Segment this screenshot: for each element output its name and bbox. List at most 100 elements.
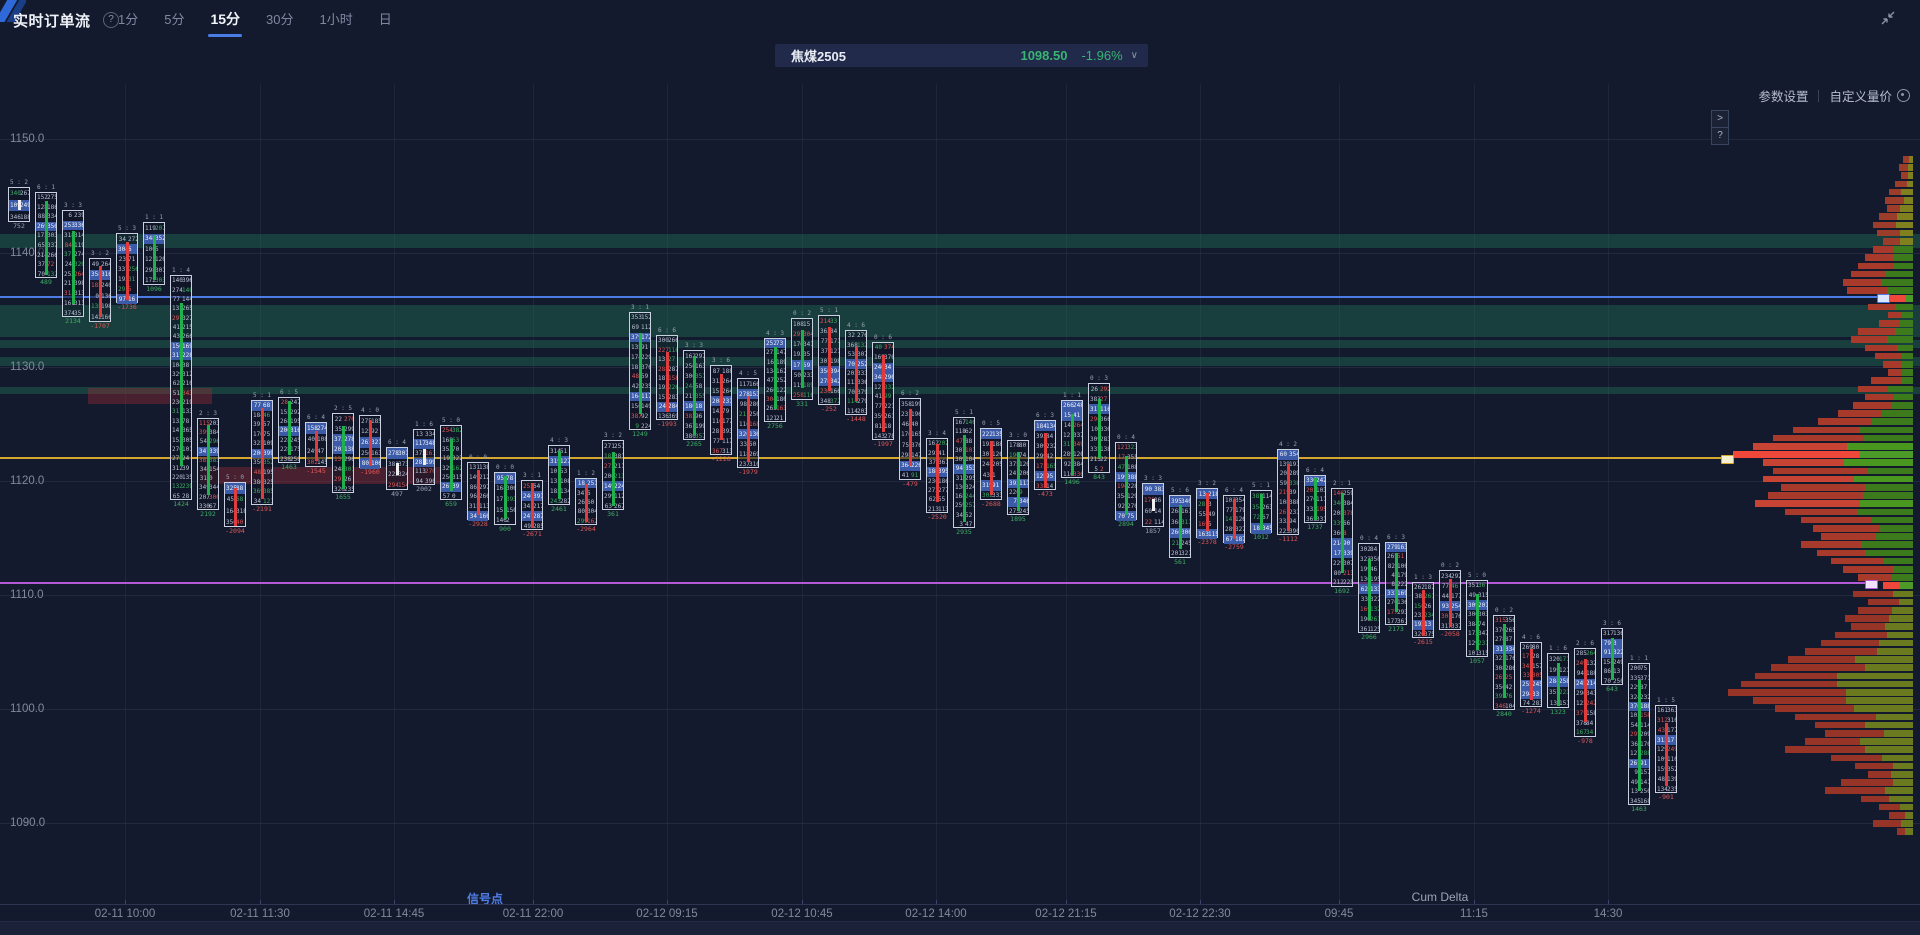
price-axis-label: 1150.0 (10, 133, 45, 145)
period-tab-30分[interactable]: 30分 (266, 12, 294, 27)
footprint-candle: 31451319127101531311081821342432824 : 32… (548, 437, 570, 513)
time-axis-label: 02-12 09:15 (636, 908, 698, 920)
footprint-candle: 1081529730417634119335171595023311918925… (791, 310, 813, 408)
footprint-candle: 2227035299373278202138137296248301291263… (332, 405, 354, 501)
footprint-candle: 132182813554916951631153 : 2-2378 (1196, 480, 1218, 546)
footprint-candle: 6035413919120289593382193910838826123133… (1277, 441, 1299, 543)
val-purple-marker (1865, 579, 1878, 589)
footprint-candle: 2824715529226819520031622824522817523825… (278, 389, 300, 471)
footprint-candle: 2629238327317116296366103303092833351382… (1088, 375, 1110, 481)
cum-delta-pane-label[interactable]: Cum Delta (1411, 890, 1469, 904)
period-tab-15分[interactable]: 15分 (208, 9, 242, 37)
footprint-candle: 2007533537122987324232376188102158541142… (1628, 655, 1650, 813)
instrument-change: -1.96% (1081, 48, 1123, 63)
top-toolbar: 实时订单流 ? 1分 5分 15分 30分 1小时 日 (0, 0, 1920, 40)
period-tab-5分[interactable]: 5分 (164, 12, 185, 27)
signal-pane-label[interactable]: 信号点 (466, 892, 504, 906)
panel-help-button[interactable]: ? (1711, 127, 1729, 145)
vwap-blue-marker (1877, 293, 1890, 303)
price-axis-label: 1130.0 (10, 361, 45, 373)
poc-yellow-marker (1721, 454, 1734, 464)
time-axis-label: 11:15 (1460, 908, 1488, 920)
collapse-window-icon[interactable] (1878, 8, 1898, 28)
time-axis-label: 09:45 (1324, 908, 1354, 920)
expand-panel-button[interactable]: > (1711, 110, 1729, 128)
footprint-candle: 27518512592262321256163801064 : 0-1960 (359, 407, 381, 476)
footprint-candle: 4037416937024034348290127332419977221359… (872, 334, 894, 448)
footprint-candle: 1825134752660803042991621 : 2-2964 (575, 470, 597, 533)
period-tab-1小时[interactable]: 1小时 (319, 12, 353, 27)
help-circle-icon[interactable]: ? (103, 12, 119, 28)
footprint-candle: 325884568164318356405 : 0-2094 (224, 474, 246, 535)
time-axis-label: 02-11 14:45 (363, 908, 425, 920)
time-axis-label: 02-12 22:30 (1169, 908, 1231, 920)
footprint-candle: 4926435831618524001361351981421663 : 2-1… (89, 250, 111, 330)
footprint-candle: 1152033993845429634733938238334154310349… (197, 410, 219, 518)
footprint-candle: 2662481541142641213373173492891209238411… (1061, 392, 1083, 486)
footprint-candle: 7768184463915717075325109206399356352481… (251, 392, 273, 513)
footprint-candle: 2543821686335370193223291622563152673957… (440, 417, 462, 508)
footprint-candle: 2712511873812722112062131492242991126326… (602, 432, 624, 518)
footprint-candle: 11920734835210051211202983011723031 : 11… (143, 214, 165, 293)
footprint-candle: 1788019074375120241206392111220973462732… (1007, 432, 1029, 523)
footprint-candle: 342723046237133725619331291597165 : 3-17… (116, 225, 138, 311)
instrument-price: 1098.50 (1020, 48, 1068, 63)
footprint-candle: 2791632655182100417982223321692701361772… (1385, 534, 1407, 633)
footprint-candle: 3028432335019946130195621333332216913219… (1358, 535, 1380, 641)
footprint-candle: 2527327214716189134162472522601223041802… (764, 330, 786, 430)
page-title: 实时订单流 (13, 13, 91, 30)
vwap-blue-line (0, 296, 1884, 298)
footprint-candle: 222135193188307126248205431319913023330 … (980, 420, 1002, 508)
time-axis-label: 02-12 10:45 (771, 908, 833, 920)
chevron-down-icon: ∨ (1130, 50, 1138, 61)
footprint-candle: 3581992311964640176165753762981473642264… (899, 390, 921, 488)
radio-icon (1897, 89, 1910, 102)
footprint-candle: 1671461186247883071013091049435331295136… (953, 409, 975, 536)
price-axis-label: 1120.0 (10, 475, 45, 487)
footprint-candle: 10235477179147126289327671876 : 4-2759 (1223, 487, 1245, 551)
footprint-candle: 1311381492128629796260315113341600 : 0-2… (467, 454, 489, 528)
footprint-candle: 13334117348373161281199113270943901 : 62… (413, 421, 435, 493)
divider (1818, 89, 1820, 102)
instrument-selector[interactable]: 焦煤2505 1098.50 -1.96% ∨ (775, 44, 1148, 67)
time-axis-line (0, 904, 1920, 905)
footprint-candle: 1171662781539828021125011616832013033501… (737, 370, 759, 476)
footprint-candle: 6239253336318314841193712742432025226421… (62, 202, 84, 325)
param-settings-link[interactable]: 参数设置 (1758, 90, 1809, 104)
footprint-candle: 3153563762652788731334323176308286265253… (1493, 607, 1515, 718)
price-axis-label: 1100.0 (10, 703, 45, 715)
time-axis-label: 02-12 14:00 (905, 908, 967, 920)
footprint-candle: 3002662271161312728828718715819222615728… (656, 327, 678, 428)
footprint-candle: 1613633123104317731317129249109110159352… (1655, 697, 1677, 801)
period-tab-日[interactable]: 日 (378, 12, 392, 27)
footprint-candle: 8718831326415126420823114379110177281393… (710, 357, 732, 463)
price-axis-label: 1110.0 (10, 589, 44, 601)
period-tab-1分[interactable]: 1分 (118, 12, 139, 27)
time-axis-label: 02-11 22:00 (502, 908, 564, 920)
footprint-candle: 3531526911237917213591174229181376485942… (629, 304, 651, 438)
period-tabs: 1分 5分 15分 30分 1小时 日 (118, 9, 392, 37)
bottom-scrollbar-track[interactable] (0, 921, 1920, 935)
poc-yellow-line (0, 457, 1727, 459)
footprint-candle: 1622972561633003512445821535518018383963… (683, 342, 705, 448)
time-axis-label: 02-11 10:00 (94, 908, 156, 920)
time-axis-label: 02-11 11:30 (230, 908, 290, 920)
footprint-candle: 184134392843092322994217216512595338146 … (1034, 412, 1056, 498)
footprint-candle: 3227636813253307702522033331123367037911… (845, 322, 867, 423)
time-axis-label: 02-12 21:15 (1035, 908, 1097, 920)
footprint-candle: 1213231735547108199388196228354129922707… (1115, 434, 1137, 528)
footprint-candle: 1522751281868833426935017330365337214266… (35, 184, 57, 286)
footprint-candle: 395340268161368311266300212452013215 : 6… (1169, 487, 1191, 566)
footprint-candle: 1462593463842083783396636082149017339229… (1331, 480, 1353, 595)
footprint-candle: 15827440108249473021456 : 4-1545 (305, 414, 327, 475)
custom-volume-link[interactable]: 自定义量价 (1829, 86, 1910, 105)
